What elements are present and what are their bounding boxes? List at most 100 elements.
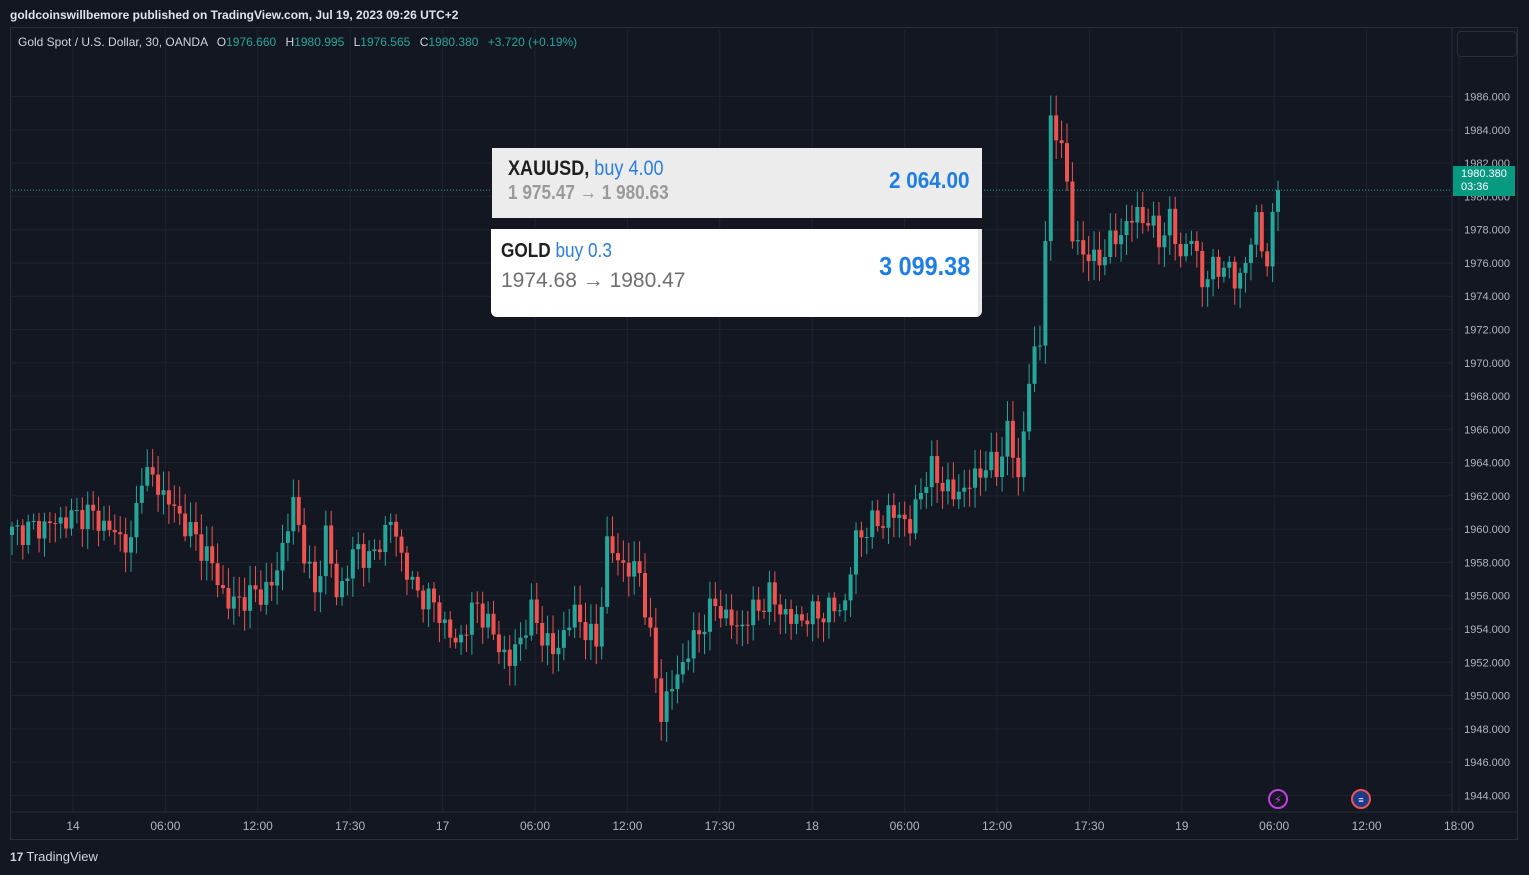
trade-symbol: XAUUSD,: [508, 157, 590, 180]
candle-body: [1205, 279, 1210, 288]
candle-body: [193, 522, 198, 535]
candle-body: [902, 514, 907, 520]
us-flag-icon[interactable]: ≡: [1351, 789, 1371, 809]
candle-body: [134, 502, 139, 538]
candle-body: [626, 562, 631, 577]
candle-body: [1151, 215, 1156, 226]
high-value: 1980.995: [294, 35, 345, 49]
candle-body: [264, 581, 269, 605]
candle-body: [1113, 230, 1118, 245]
candle-body: [226, 588, 231, 609]
candle-body: [1167, 208, 1172, 236]
candle-body: [1037, 345, 1042, 347]
candle-body: [74, 510, 79, 512]
candle-body: [691, 630, 696, 659]
trade-profit: 3 099.38: [878, 251, 970, 281]
candle-body: [491, 613, 496, 635]
candle-body: [47, 521, 52, 524]
candle-body: [875, 510, 880, 527]
candle-body: [918, 493, 923, 500]
close-label: C: [419, 35, 429, 49]
candle-body: [1054, 115, 1059, 141]
candle-body: [1265, 251, 1270, 267]
candle-body: [1227, 261, 1232, 268]
x-tick-label: 06:00: [1259, 819, 1289, 833]
candle-body: [237, 596, 242, 598]
candle-body: [1016, 457, 1021, 478]
candle-body: [145, 467, 150, 486]
candle-body: [599, 606, 604, 647]
candle-body: [756, 599, 761, 611]
candle-body: [518, 637, 523, 645]
candle-body: [832, 597, 837, 612]
candle-body: [1032, 346, 1037, 384]
candle-body: [702, 631, 707, 635]
candle-body: [26, 521, 31, 545]
candle-body: [924, 487, 929, 494]
candle-body: [253, 585, 258, 590]
candle-body: [345, 578, 350, 582]
candle-body: [1059, 140, 1064, 144]
candle-body: [1043, 240, 1048, 346]
candle-body: [453, 637, 458, 643]
candle-body: [686, 658, 691, 663]
y-tick-label: 1964.000: [1464, 458, 1510, 470]
candle-body: [156, 474, 161, 495]
x-tick-label: 18: [806, 819, 820, 833]
candle-body: [20, 525, 25, 545]
candle-body: [778, 604, 783, 615]
tradingview-brand[interactable]: 17 TradingView: [10, 849, 98, 864]
candle-body: [967, 487, 972, 489]
candle-body: [1010, 420, 1015, 458]
candle-body: [367, 551, 372, 568]
candle-body: [248, 585, 253, 611]
candle-body: [150, 467, 155, 475]
x-tick-label: 12:00: [612, 819, 642, 833]
candle-body: [621, 560, 626, 563]
candle-body: [1259, 212, 1264, 252]
candle-body: [388, 521, 393, 525]
candle-body: [821, 618, 826, 623]
candle-body: [215, 563, 220, 586]
candle-body: [502, 649, 507, 653]
candle-body: [816, 601, 821, 619]
x-tick-label: 17:30: [1074, 819, 1104, 833]
y-tick-label: 1960.000: [1464, 524, 1510, 536]
candle-body: [1021, 431, 1026, 478]
candle-body: [859, 530, 864, 538]
candle-body: [426, 588, 431, 610]
candle-body: [572, 604, 577, 628]
candle-body: [1254, 212, 1259, 245]
x-tick-label: 17:30: [335, 819, 365, 833]
candle-body: [166, 490, 171, 505]
candle-body: [740, 624, 745, 627]
candle-body: [101, 520, 106, 531]
trade-card-title: GOLD buy 0.3: [501, 240, 612, 263]
x-tick-label: 12:00: [1352, 819, 1382, 833]
lightning-icon[interactable]: ⚡: [1268, 789, 1288, 809]
candle-body: [1162, 235, 1167, 248]
candle-body: [448, 619, 453, 638]
candle-body: [172, 504, 177, 506]
low-label: L: [353, 35, 361, 49]
candle-body: [53, 523, 58, 525]
candle-body: [1156, 215, 1161, 248]
high-label: H: [285, 35, 295, 49]
candle-body: [161, 490, 166, 495]
candle-body: [204, 546, 209, 561]
candle-body: [713, 598, 718, 607]
candle-body: [1092, 249, 1097, 262]
ohlc-legend: Gold Spot / U.S. Dollar, 30, OANDA O1976…: [18, 35, 577, 49]
candle-body: [632, 561, 637, 577]
candle-body: [307, 561, 312, 564]
y-tick-label: 1948.000: [1464, 724, 1510, 736]
candle-body: [1000, 456, 1005, 478]
chart-frame: [10, 27, 1518, 840]
candle-body: [561, 630, 566, 648]
candle-body: [1243, 262, 1248, 273]
candle-body: [356, 544, 361, 550]
candle-body: [540, 622, 545, 646]
top-right-box[interactable]: [1457, 31, 1517, 57]
candle-body: [480, 603, 485, 628]
